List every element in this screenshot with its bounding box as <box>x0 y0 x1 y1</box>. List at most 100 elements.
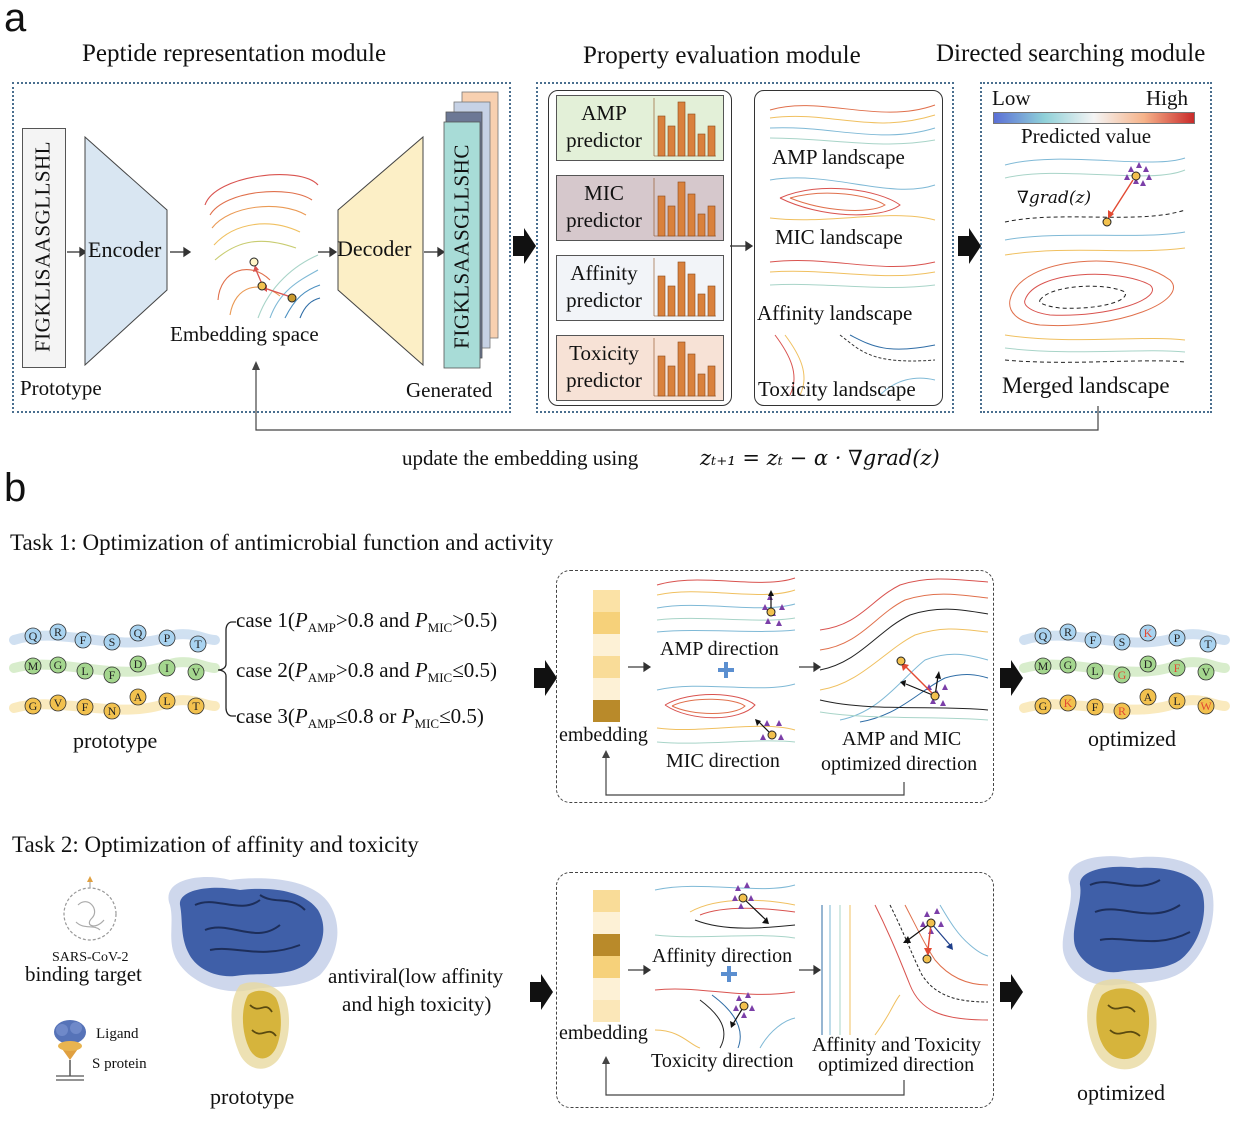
virus-icon <box>63 880 117 941</box>
grad-label: ∇grad(z) <box>1017 188 1092 208</box>
encoder-label: Encoder <box>88 237 162 262</box>
case-2: case 2(PAMP>0.8 and PMIC≤0.5) <box>236 658 497 686</box>
task1-optimization-box <box>556 570 994 803</box>
residue: V <box>191 665 201 679</box>
residue: M <box>1037 659 1049 673</box>
searching-module-box <box>980 82 1212 413</box>
residue: G <box>1038 699 1048 713</box>
residue: S <box>1118 635 1126 649</box>
prototype-protein-structure <box>168 877 338 1069</box>
residue: I <box>165 661 169 675</box>
colorbar-label: Predicted value <box>1021 124 1152 148</box>
residue: A <box>133 690 143 704</box>
predictors-group <box>548 90 732 406</box>
predictor-bar-icons <box>653 98 716 397</box>
task1-embedding-label: embedding <box>559 724 648 746</box>
colorbar-low: Low <box>992 86 1031 110</box>
residue: F <box>1173 661 1181 675</box>
residue: K <box>1143 626 1153 640</box>
landscapes-group <box>754 90 943 406</box>
task2-dir1-label: Affinity direction <box>652 945 793 967</box>
virus-label: SARS-CoV-2 <box>52 950 129 965</box>
case-3: case 3(PAMP≤0.8 or PMIC≤0.5) <box>236 704 484 732</box>
update-formula: zₜ₊₁ = zₜ − α · ∇grad(z) <box>700 446 940 470</box>
residue: Q <box>28 629 38 643</box>
task1-prototype-label: prototype <box>73 728 158 753</box>
merged-landscape-plot <box>1004 157 1186 363</box>
task2-dir2-label: Toxicity direction <box>651 1050 794 1072</box>
panel-letter-b: b <box>4 466 27 510</box>
residue: P <box>163 631 171 645</box>
landscape-mic-label: MIC landscape <box>775 225 903 249</box>
affinity-predictor: Affinity predictor <box>556 255 724 321</box>
generated-label: Generated <box>406 378 493 402</box>
evaluation-module-box <box>536 82 954 413</box>
residue: P <box>1173 631 1181 645</box>
amp-predictor: AMP predictor <box>556 95 724 161</box>
prototype-sequence-box <box>22 128 66 368</box>
module-title-evaluation: Property evaluation module <box>583 42 861 69</box>
residue: R <box>53 625 62 639</box>
embedding-space-label: Embedding space <box>170 322 319 346</box>
merged-landscape-label: Merged landscape <box>1002 373 1170 398</box>
residue: L <box>81 664 89 678</box>
task1-optimized-label: optimized <box>1088 726 1176 751</box>
residue: Q <box>133 626 143 640</box>
residue: S <box>108 635 116 649</box>
residue: W <box>1200 699 1212 713</box>
antiviral-line1: antiviral(low affinity <box>328 964 504 988</box>
landscape-amp-label: AMP landscape <box>772 145 905 169</box>
decoder-label: Decoder <box>337 236 412 261</box>
residue: F <box>1091 700 1099 714</box>
residue: F <box>81 700 89 714</box>
binding-target-label: binding target <box>25 962 142 986</box>
decoder-shape <box>337 135 424 367</box>
task2-combined-line2: optimized direction <box>818 1054 975 1076</box>
bar-icon <box>653 98 716 397</box>
antiviral-line2: and high toxicity) <box>342 992 492 1016</box>
residue: D <box>1143 657 1153 671</box>
residue: F <box>108 668 116 682</box>
task1-dir2-label: MIC direction <box>666 750 780 772</box>
task2-title: Task 2: Optimization of affinity and tox… <box>12 832 419 857</box>
residue: F <box>79 633 87 647</box>
task2-optimized-label: optimized <box>1077 1080 1165 1105</box>
residue: L <box>1173 694 1181 708</box>
residue: R <box>1117 704 1126 718</box>
task1-combined-line2: optimized direction <box>821 753 978 775</box>
task2-prototype-label: prototype <box>210 1084 295 1109</box>
colorbar <box>993 112 1195 124</box>
landscape-contours <box>769 104 936 396</box>
task2-combined-line1: Affinity and Toxicity <box>812 1034 981 1056</box>
residue: G <box>1117 668 1127 682</box>
residue: A <box>1143 690 1153 704</box>
representation-graphics <box>67 91 1099 431</box>
residue: V <box>53 696 63 710</box>
residue: R <box>1063 625 1072 639</box>
ligand-label: Ligand <box>96 1026 139 1042</box>
residue: T <box>192 699 200 713</box>
task1-combined-line1: AMP and MIC <box>842 728 962 750</box>
residue: M <box>27 659 39 673</box>
residue: G <box>53 658 63 672</box>
residue: L <box>163 694 171 708</box>
residue: G <box>1063 658 1073 672</box>
toxicity-predictor: Toxicity predictor <box>556 335 724 401</box>
landscape-affinity-label: Affinity landscape <box>757 301 913 325</box>
task1-dir1-label: AMP direction <box>660 638 779 660</box>
residue: T <box>1204 637 1212 651</box>
landscape-toxicity-label: Toxicity landscape <box>758 377 916 401</box>
module-title-searching: Directed searching module <box>936 40 1206 67</box>
optimized-protein-structure <box>1062 856 1214 1070</box>
task2-optimization-box <box>556 872 994 1108</box>
s-protein-label: S protein <box>92 1056 147 1072</box>
residue: N <box>107 704 117 718</box>
mic-predictor: MIC predictor <box>556 175 724 241</box>
residue: L <box>1091 664 1099 678</box>
